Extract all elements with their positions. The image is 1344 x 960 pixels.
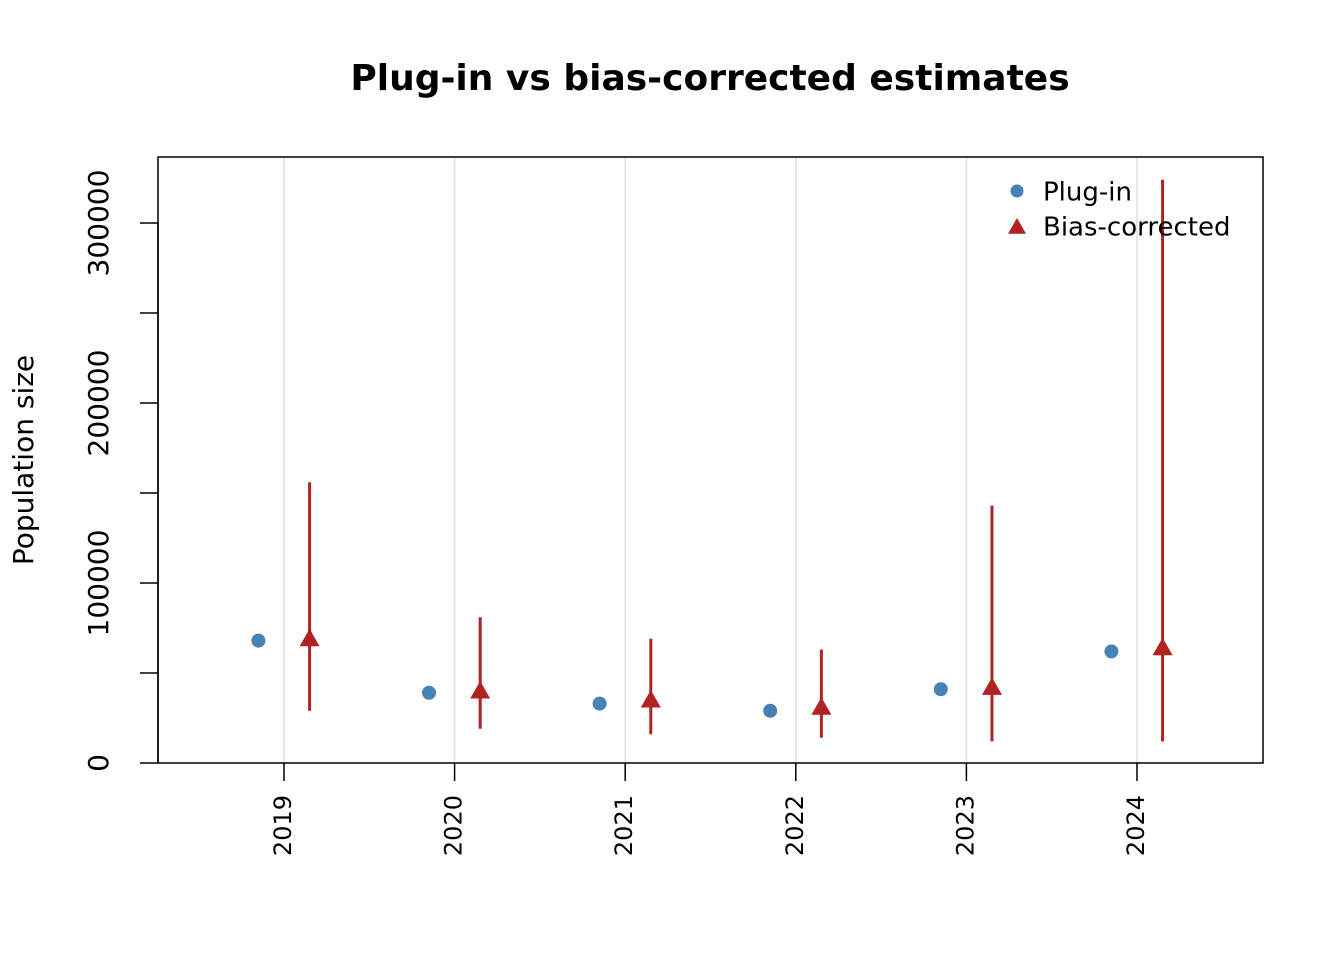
point <box>763 703 778 718</box>
point <box>592 696 607 711</box>
y-axis-label: Population size <box>7 355 40 565</box>
legend-label: Bias-corrected <box>1043 213 1230 243</box>
y-tick-label: 300000 <box>82 170 115 277</box>
chart-title: Plug-in vs bias-corrected estimates <box>350 58 1069 99</box>
y-tick-label: 100000 <box>82 530 115 637</box>
point <box>640 690 661 708</box>
point <box>299 628 320 647</box>
legend-label: Plug-in <box>1043 178 1132 208</box>
y-tick-label: 0 <box>82 754 115 772</box>
point <box>1104 644 1119 659</box>
legend-marker <box>1010 184 1024 198</box>
plot-frame <box>157 156 1264 764</box>
point <box>811 697 832 715</box>
x-tick-label: 2022 <box>781 795 809 856</box>
x-tick-label: 2019 <box>269 795 297 856</box>
point <box>251 633 266 648</box>
point <box>981 677 1002 695</box>
x-tick-label: 2023 <box>951 795 979 856</box>
y-tick-label: 200000 <box>82 350 115 457</box>
x-tick-label: 2021 <box>610 795 638 856</box>
point <box>1152 637 1173 656</box>
x-tick-label: 2024 <box>1122 795 1150 856</box>
legend-marker <box>1008 218 1026 234</box>
x-tick-label: 2020 <box>440 795 468 856</box>
point <box>933 682 948 697</box>
point <box>470 681 491 699</box>
point <box>422 685 437 700</box>
